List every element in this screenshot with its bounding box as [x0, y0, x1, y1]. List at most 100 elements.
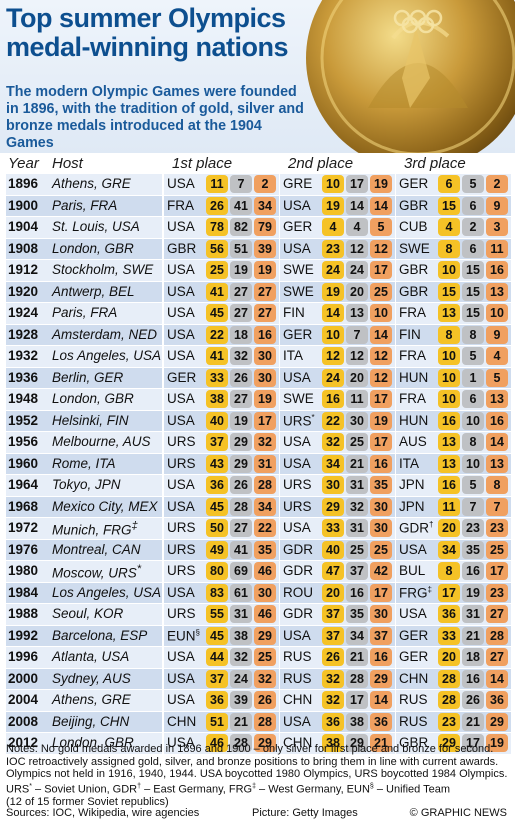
row-host-name: Paris, FRA	[52, 305, 118, 320]
row-year: 1996	[8, 649, 39, 664]
row-year: 1984	[8, 584, 39, 600]
gold-count: 16	[438, 476, 460, 494]
table-row: 1988 Seoul, KOR URS 55 31 46 GDR 37 35 30 USA 36 31 2…	[6, 604, 511, 626]
silver-count: 7	[230, 175, 252, 193]
country-code-text: SWE	[283, 391, 314, 406]
bronze-count: 42	[370, 562, 392, 580]
country-code-text: ITA	[399, 455, 419, 471]
country-code-text: GDR	[283, 541, 313, 557]
silver-count: 16	[462, 669, 484, 688]
bronze-count: 30	[254, 583, 276, 602]
row-host: Sydney, AUS	[52, 671, 131, 686]
silver-count: 29	[346, 734, 368, 752]
bronze-count: 46	[254, 605, 276, 623]
gold-count: 28	[438, 691, 460, 709]
silver-count: 13	[346, 304, 368, 322]
row-host: Antwerp, BEL	[52, 284, 135, 299]
country-code-text: USA	[283, 455, 311, 471]
table-row: 1972 Munich, FRG‡ URS 50 27 22 USA 33 31 30 GDR† 20…	[6, 518, 511, 540]
place-cell-1: USA 36 26 28	[163, 475, 278, 496]
place-cell-2: SWE 19 20 25	[279, 281, 394, 302]
table-row: 1924 Paris, FRA USA 45 27 27 FIN 14 13 10 FRA 13 15 1…	[6, 303, 511, 325]
gold-count: 29	[438, 734, 460, 752]
bronze-count: 19	[370, 175, 392, 193]
row-host-name: Rome, ITA	[52, 455, 116, 471]
country-code: USA	[167, 176, 195, 191]
country-code-text: GBR	[399, 735, 429, 750]
country-code: GBR	[399, 735, 428, 750]
silver-count: 25	[346, 540, 368, 559]
country-code: RUS	[283, 671, 312, 686]
country-code-text: USA	[167, 262, 195, 277]
country-code: SWE	[399, 241, 430, 256]
country-code-text: URS	[283, 477, 312, 492]
row-host-name: Beijing, CHN	[52, 713, 130, 729]
table-row: 1960 Rome, ITA URS 43 29 31 USA 34 21 16 ITA 13 10 13	[6, 453, 511, 475]
gold-count: 23	[438, 712, 460, 731]
row-host: Barcelona, ESP	[52, 628, 147, 643]
gold-count: 19	[322, 282, 344, 301]
table-row: 1900 Paris, FRA FRA 26 41 34 USA 19 14 14 GBR 15 6 9	[6, 195, 511, 217]
sources-text: Sources: IOC, Wikipedia, wire agencies	[6, 807, 200, 819]
silver-count: 26	[230, 368, 252, 387]
row-host: Seoul, KOR	[52, 606, 123, 621]
gold-count: 10	[322, 175, 344, 193]
country-code-text: GDR	[399, 520, 429, 536]
country-code: USA	[167, 305, 195, 320]
country-code-text: USA	[283, 627, 311, 643]
silver-count: 6	[462, 196, 484, 215]
place-cell-1: USA 25 19 19	[163, 260, 278, 281]
bronze-count: 27	[486, 605, 508, 623]
table-row: 1928 Amsterdam, NED USA 22 18 16 GER 10 7 14 FIN 8 8…	[6, 324, 511, 346]
place-cell-2: GDR 40 25 25	[279, 539, 394, 560]
bronze-count: 30	[254, 347, 276, 365]
bronze-count: 28	[254, 476, 276, 494]
row-host: Athens, GRE	[52, 692, 131, 707]
bronze-count: 30	[254, 368, 276, 387]
country-code: URS	[283, 499, 312, 514]
place-cell-1: USA 45 28 34	[163, 496, 278, 517]
silver-count: 16	[346, 583, 368, 602]
gold-count: 8	[438, 325, 460, 344]
row-host: Paris, FRA	[52, 305, 117, 320]
silver-count: 23	[462, 519, 484, 537]
gold-count: 51	[206, 712, 228, 731]
row-year: 1964	[8, 477, 39, 492]
country-code-text: GDR	[283, 606, 313, 621]
country-code: GBR	[399, 262, 428, 277]
page-subtitle: The modern Olympic Games were founded in…	[6, 84, 304, 151]
country-code: FRA	[167, 198, 194, 213]
silver-count: 5	[462, 347, 484, 365]
gold-count: 36	[206, 691, 228, 709]
gold-count: 10	[438, 347, 460, 365]
bronze-count: 14	[486, 433, 508, 451]
row-host-name: London, GBR	[52, 735, 134, 750]
place-cell-2: URS 29 32 30	[279, 496, 394, 517]
country-code-text: URS	[167, 606, 196, 621]
bronze-count: 13	[486, 454, 508, 473]
bronze-count: 79	[254, 218, 276, 236]
place-cell-1: USA 40 19 17	[163, 410, 278, 431]
bronze-count: 5	[370, 218, 392, 236]
bronze-count: 4	[486, 347, 508, 365]
country-code-text: GBR	[399, 262, 429, 277]
table-row: 1896 Athens, GRE USA 11 7 2 GRE 10 17 19 GER 6 5 2	[6, 174, 511, 196]
table-row: 1908 London, GBR GBR 56 51 39 USA 23 12 12 SWE 8 6 11	[6, 238, 511, 260]
gold-count: 15	[438, 196, 460, 215]
silver-count: 31	[462, 605, 484, 623]
silver-count: 51	[230, 239, 252, 258]
gold-count: 16	[322, 390, 344, 408]
bronze-count: 17	[254, 411, 276, 430]
place-cell-3: FRA 13 15 10	[395, 303, 510, 324]
row-host-name: Sydney, AUS	[52, 670, 131, 686]
gold-count: 30	[322, 476, 344, 494]
note-key-line: URS* – Soviet Union, GDR† – East Germany…	[6, 782, 451, 796]
country-footnote-mark: §	[195, 627, 200, 637]
gold-count: 37	[206, 669, 228, 688]
bronze-count: 14	[370, 691, 392, 709]
place-cell-3: USA 36 31 27	[395, 604, 510, 625]
bronze-count: 37	[370, 626, 392, 645]
column-header-host: Host	[52, 155, 83, 172]
bronze-count: 19	[254, 261, 276, 279]
gold-count: 12	[322, 347, 344, 365]
